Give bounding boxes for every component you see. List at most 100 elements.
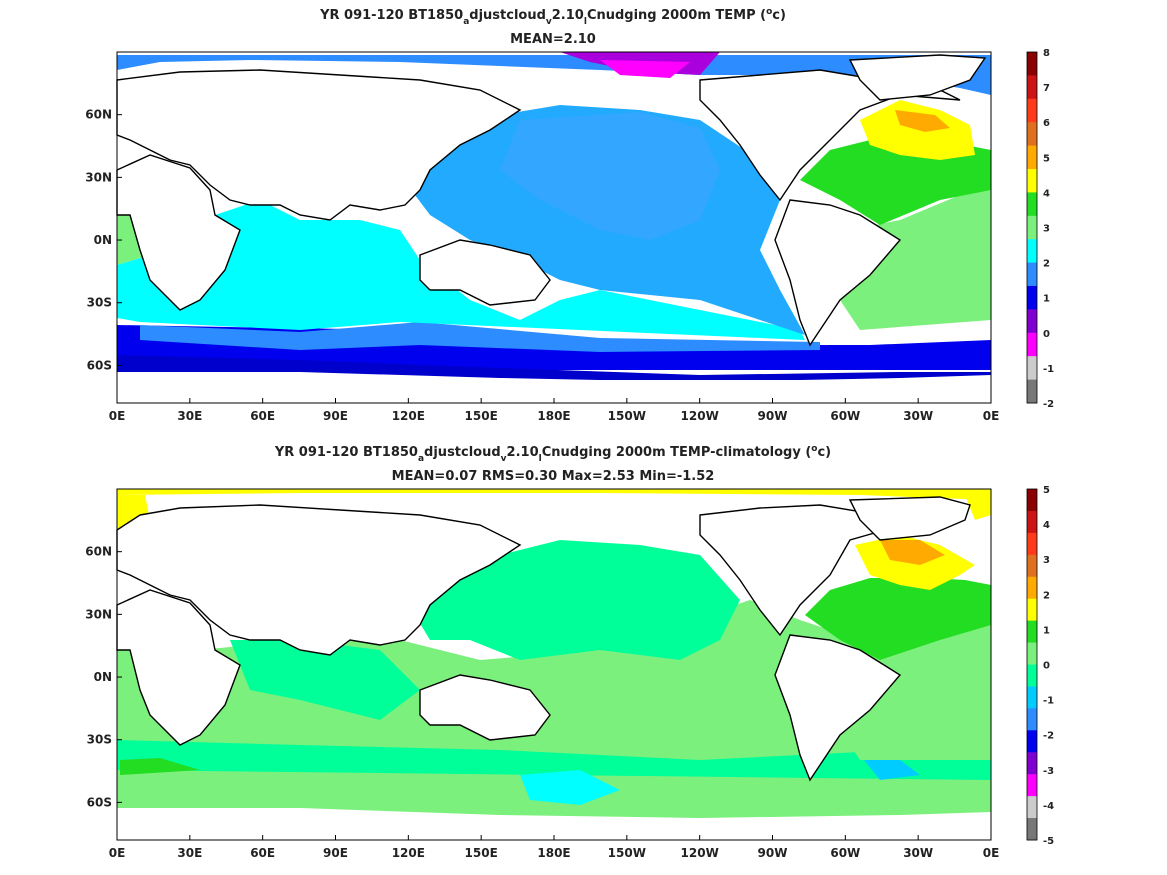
colorbar-swatch bbox=[1027, 510, 1037, 534]
colorbar-swatch bbox=[1027, 752, 1037, 775]
x-tick-label: 60E bbox=[250, 409, 275, 423]
colorbar-swatch bbox=[1027, 818, 1037, 841]
colorbar-swatch bbox=[1027, 145, 1037, 170]
colorbar-frame bbox=[1026, 51, 1038, 404]
panel-2-x-ticks: 0E 30E 60E 90E 120E 150E 180E 150W 120W 90W 60W 30W… bbox=[109, 835, 999, 860]
panel-2-eurasia bbox=[116, 504, 522, 656]
panel-1: YR 091-120 BT1850adjustcloudv2.10lCnudgi… bbox=[85, 7, 1054, 423]
y-tick-label: 30N bbox=[85, 607, 112, 621]
panel-1-africa bbox=[116, 154, 241, 311]
colorbar-swatch bbox=[1027, 532, 1037, 556]
panel-2-title: YR 091-120 BT1850adjustcloudv2.10lCnudgi… bbox=[274, 444, 831, 464]
x-tick-label: 90E bbox=[323, 409, 348, 423]
y-tick-label: 30N bbox=[85, 170, 112, 184]
panel-1-indian-ocean bbox=[117, 200, 805, 340]
panel-1-south-atlantic bbox=[840, 190, 991, 330]
panel-1-greenland bbox=[848, 54, 987, 101]
panel-2-north-america bbox=[699, 504, 921, 637]
colorbar-swatch bbox=[1027, 730, 1037, 753]
panel-2-antarctica bbox=[117, 808, 991, 840]
x-tick-label: 0E bbox=[109, 846, 126, 860]
panel-1-north-america bbox=[699, 69, 961, 202]
panel-1-southern-ocean-lightblue bbox=[140, 322, 820, 352]
colorbar-swatch bbox=[1027, 686, 1037, 709]
panel-1-north-atlantic-orange bbox=[895, 110, 950, 132]
panel-1-australia bbox=[419, 239, 551, 306]
x-tick-label: 30E bbox=[177, 409, 202, 423]
colorbar-swatch bbox=[1027, 309, 1037, 334]
y-tick-label: 60S bbox=[87, 795, 112, 809]
x-tick-label: 150W bbox=[608, 409, 646, 423]
x-tick-label: 120W bbox=[681, 409, 719, 423]
panel-1-coastlines bbox=[116, 54, 991, 403]
colorbar-frame bbox=[1026, 488, 1038, 841]
x-tick-label: 150E bbox=[465, 846, 498, 860]
x-tick-label: 180E bbox=[537, 409, 570, 423]
x-tick-label: 90E bbox=[323, 846, 348, 860]
colorbar-swatch bbox=[1027, 489, 1037, 512]
colorbar-tick-label: 0 bbox=[1043, 329, 1050, 340]
colorbar-swatch bbox=[1027, 620, 1037, 644]
panel-2-north-atlantic-green bbox=[805, 578, 991, 660]
panel-1-map bbox=[116, 51, 992, 404]
panel-2-south-america bbox=[774, 634, 902, 782]
colorbar-tick-label: 4 bbox=[1043, 520, 1050, 531]
x-tick-label: 150E bbox=[465, 409, 498, 423]
colorbar-tick-label: 3 bbox=[1043, 224, 1050, 235]
panel-1-title: YR 091-120 BT1850adjustcloudv2.10lCnudgi… bbox=[319, 7, 786, 27]
panel-1-north-atlantic-yellow bbox=[860, 100, 975, 160]
colorbar-swatch bbox=[1027, 708, 1037, 731]
y-tick-label: 60N bbox=[85, 545, 112, 559]
colorbar-tick-label: -2 bbox=[1043, 399, 1054, 410]
colorbar-tick-label: -1 bbox=[1043, 364, 1054, 375]
panel-2: YR 091-120 BT1850adjustcloudv2.10lCnudgi… bbox=[85, 444, 1054, 860]
panel-2-southern-deepgreen bbox=[120, 758, 200, 775]
panel-2-north-atlantic-orange bbox=[880, 540, 945, 565]
panel-1-south-america bbox=[774, 199, 902, 347]
x-tick-label: 90W bbox=[758, 409, 788, 423]
panel-1-arctic-blue bbox=[117, 55, 991, 95]
colorbar-swatch bbox=[1027, 262, 1037, 287]
colorbar-swatch bbox=[1027, 239, 1037, 264]
colorbar-swatch bbox=[1027, 379, 1037, 404]
panel-1-pacific-band bbox=[500, 112, 720, 240]
panel-2-map bbox=[116, 488, 992, 841]
panel-1-arctic-magenta bbox=[600, 60, 690, 78]
panel-1-eurasia bbox=[116, 69, 522, 221]
panel-2-arctic-yellow bbox=[117, 489, 991, 500]
colorbar-tick-label: 0 bbox=[1043, 661, 1050, 672]
colorbar-tick-label: 5 bbox=[1043, 153, 1050, 164]
panel-1-colorbar: 8 7 6 5 4 3 2 1 0 -1 -2 bbox=[1026, 48, 1054, 410]
colorbar-swatch bbox=[1027, 192, 1037, 217]
x-tick-label: 90W bbox=[758, 846, 788, 860]
colorbar-swatch bbox=[1027, 796, 1037, 819]
panel-2-africa bbox=[116, 589, 241, 746]
colorbar-swatch bbox=[1027, 356, 1037, 381]
x-tick-label: 120W bbox=[681, 846, 719, 860]
panel-1-y-ticks: 60N 30N 0N 30S 60S bbox=[85, 108, 122, 372]
colorbar-swatch bbox=[1027, 642, 1037, 665]
colorbar-swatch bbox=[1027, 664, 1037, 687]
x-tick-label: 30W bbox=[903, 846, 933, 860]
x-tick-label: 60E bbox=[250, 846, 275, 860]
panel-2-greenland bbox=[848, 496, 971, 541]
colorbar-swatch bbox=[1027, 169, 1037, 193]
colorbar-tick-label: 7 bbox=[1043, 83, 1050, 94]
colorbar-tick-label: 4 bbox=[1043, 188, 1050, 199]
x-tick-label: 0E bbox=[109, 409, 126, 423]
colorbar-swatch bbox=[1027, 332, 1037, 357]
panel-2-indian-mix bbox=[230, 640, 420, 720]
colorbar-swatch bbox=[1027, 554, 1037, 578]
panel-2-y-ticks: 60N 30N 0N 30S 60S bbox=[85, 545, 122, 809]
colorbar-swatch bbox=[1027, 52, 1037, 76]
x-tick-label: 60W bbox=[830, 846, 860, 860]
colorbar-swatch bbox=[1027, 286, 1037, 310]
x-tick-label: 30E bbox=[177, 846, 202, 860]
x-tick-label: 60W bbox=[830, 409, 860, 423]
colorbar-tick-label: -1 bbox=[1043, 696, 1054, 707]
colorbar-tick-label: 6 bbox=[1043, 118, 1050, 129]
x-tick-label: 0E bbox=[983, 409, 1000, 423]
colorbar-tick-label: 1 bbox=[1043, 625, 1050, 636]
panel-1-x-ticks: 0E 30E 60E 90E 120E 150E 180E 150W 120W 90W 60W 30W… bbox=[109, 398, 1000, 423]
